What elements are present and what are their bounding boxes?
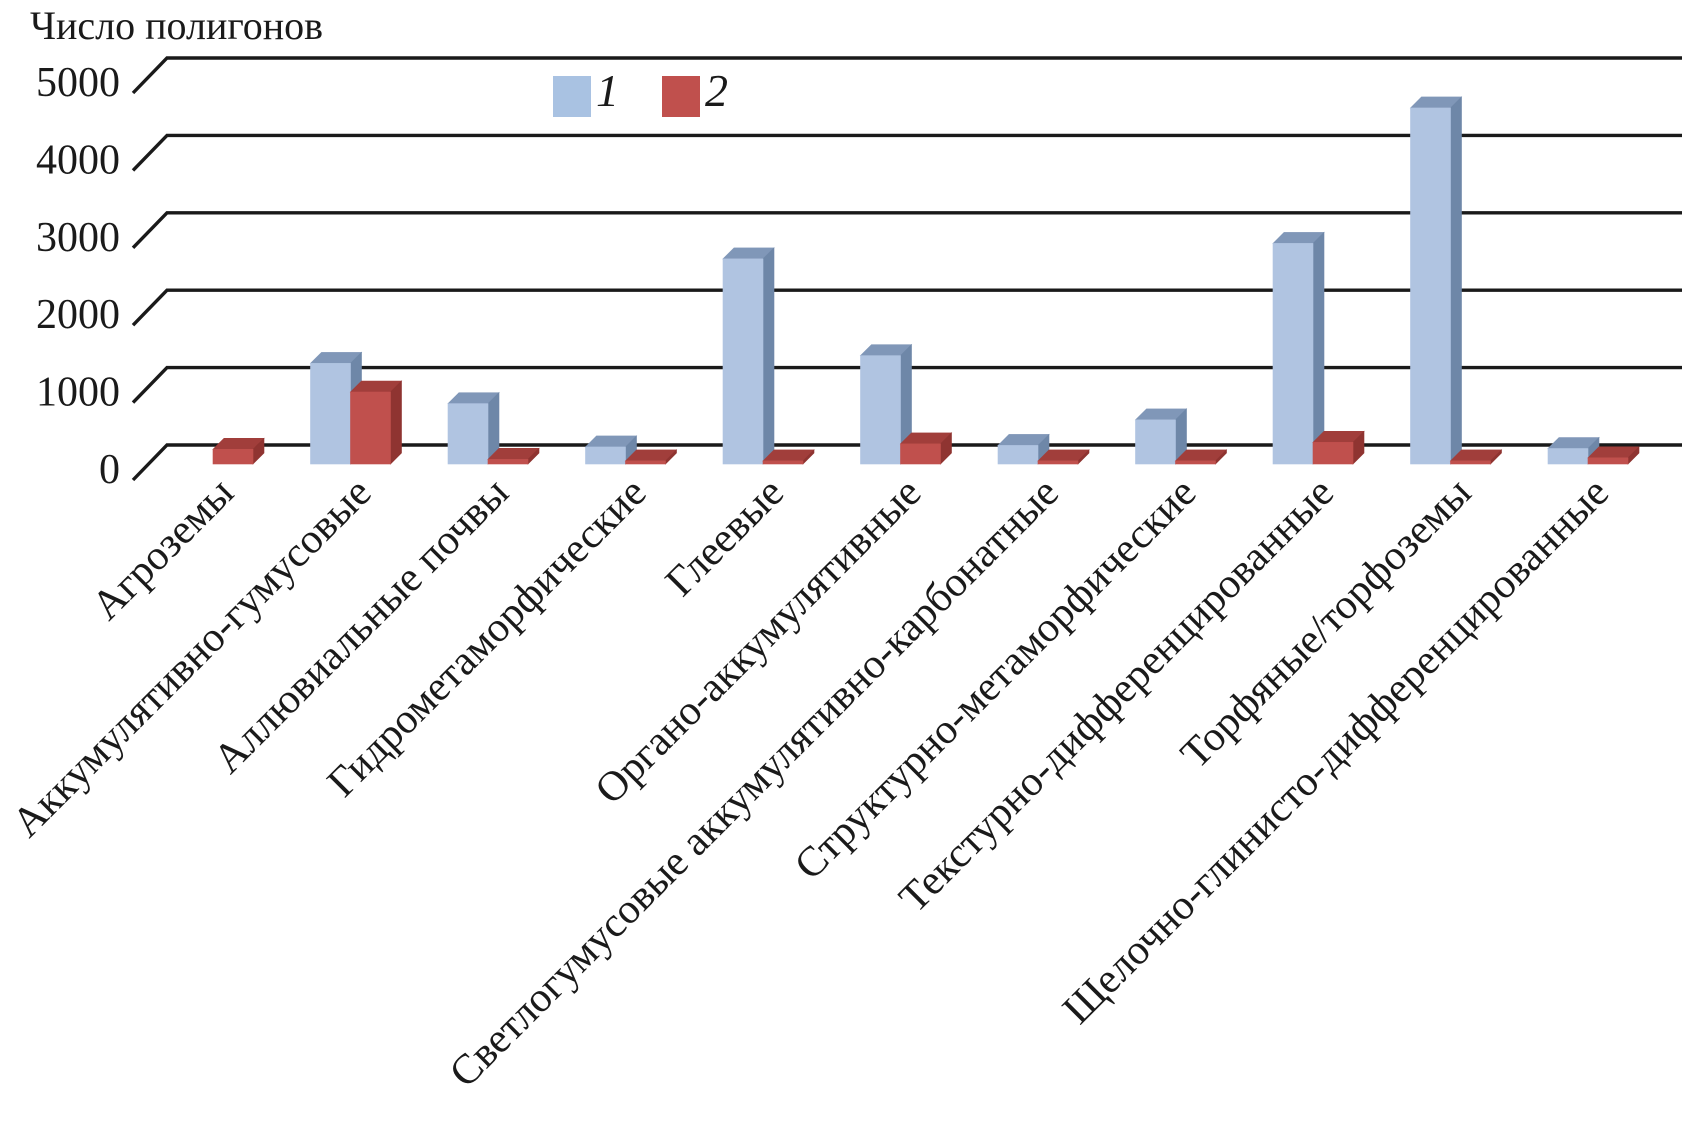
bar-front-s1: [997, 445, 1039, 465]
legend-label-series1: 1: [596, 65, 619, 116]
legend-swatch-series1: [553, 76, 591, 117]
bar-front-s2: [625, 460, 666, 465]
bar-front-s1: [310, 363, 351, 465]
bar-front-s2: [487, 459, 529, 465]
bar-front-s2: [212, 448, 254, 465]
bar-side-s2: [390, 380, 402, 465]
y-tick-label-5000: 5000: [36, 60, 120, 106]
y-tick-label-3000: 3000: [36, 215, 120, 261]
gridline-2000: [131, 288, 1682, 327]
legend-swatch-series2: [662, 76, 700, 117]
bar-front-s1: [722, 258, 764, 465]
bar-side-s1: [1312, 231, 1325, 465]
y-tick-label-2000: 2000: [36, 292, 120, 338]
y-axis-title: Число полигонов: [30, 3, 324, 48]
bar-front-s1: [447, 403, 489, 465]
legend-label-series2: 2: [705, 65, 728, 116]
bar-front-s2: [1587, 457, 1629, 465]
y-tick-label-4000: 4000: [36, 137, 120, 183]
bar-front-s2: [1312, 442, 1354, 465]
bar-front-s1: [1135, 419, 1176, 465]
gridline-4000: [131, 133, 1682, 172]
gridline-1000: [131, 365, 1682, 404]
bar-front-s1: [1547, 448, 1589, 465]
bar-side-s1: [762, 247, 775, 465]
bar-front-s2: [1175, 460, 1216, 465]
category-label-4: Глеевые: [657, 470, 793, 606]
bar-front-s1: [860, 355, 901, 465]
bar-front-s1: [1410, 107, 1451, 465]
bar-front-s1: [585, 446, 626, 465]
y-tick-label-0: 0: [99, 447, 120, 493]
bar-front-s2: [762, 460, 804, 465]
bar-front-s1: [1272, 243, 1314, 465]
bar-front-s2: [1450, 460, 1491, 465]
bar-front-s2: [1037, 460, 1079, 465]
bar-front-s2: [900, 443, 941, 465]
gridline-5000: [131, 56, 1682, 95]
y-tick-label-1000: 1000: [36, 370, 120, 416]
gridline-3000: [131, 211, 1682, 249]
bar-front-s2: [350, 391, 391, 465]
bar-side-s1: [1450, 96, 1462, 465]
